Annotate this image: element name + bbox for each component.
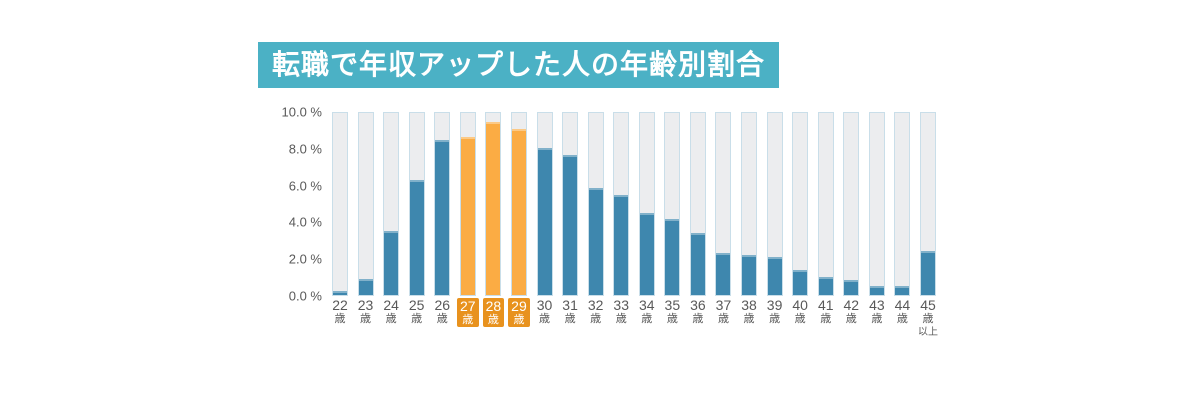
x-tick-label: 25 歳 [408, 297, 425, 326]
x-tick-label-highlighted: 29 歳 [497, 298, 541, 328]
bar-fill [742, 254, 757, 295]
bar-fill [767, 256, 782, 295]
y-tick-label: 0.0 % [288, 288, 322, 304]
bar-fill [537, 147, 552, 295]
bar-track [766, 112, 783, 296]
bar-track [408, 112, 425, 296]
bar-track [459, 112, 476, 296]
bar-fill [409, 180, 424, 295]
bar-fill [793, 269, 808, 295]
x-tick-label: 33 歳 [613, 297, 629, 326]
bar-track [383, 112, 400, 296]
chart-title-banner: 転職で年収アップした人の年齢別割合 [258, 42, 780, 88]
bar-fill [895, 285, 910, 295]
bar-track [715, 112, 732, 296]
bar-fill [921, 251, 935, 295]
x-tick-label: 24 歳 [383, 297, 399, 326]
bar-track [357, 112, 374, 296]
y-tick-label: 10.0 % [281, 104, 322, 120]
x-tick-label: 39 歳 [766, 297, 783, 326]
bar-fill [844, 280, 859, 295]
bar-track [792, 112, 809, 296]
bar-fill-highlighted [486, 122, 501, 295]
bar-track [664, 112, 681, 296]
bar-fill [358, 278, 373, 295]
y-tick-label: 4.0 % [288, 214, 322, 230]
x-axis: 22 歳 23 歳 24 歳 25 歳 26 歳 27 歳 28 歳 29 歳 30 歳 31 歳 32 歳 33 歳 34 歳 3… [332, 297, 938, 358]
bar-track [817, 112, 834, 296]
bar-track [920, 112, 936, 296]
bar-track [689, 112, 706, 296]
x-tick-label: 45 歳以上 [906, 298, 950, 339]
x-tick-label: 36 歳 [690, 297, 706, 326]
bar-track [613, 112, 630, 296]
bar-plot-area [332, 112, 936, 296]
bar-fill [435, 140, 450, 295]
bar-track [868, 112, 885, 296]
bar-fill [818, 276, 833, 295]
bar-fill-highlighted [460, 136, 475, 295]
x-tick-label: 37 歳 [715, 297, 732, 326]
bar-track [741, 112, 758, 296]
bar-fill [384, 231, 399, 295]
x-tick-label: 31 歳 [562, 297, 578, 326]
bar-track [510, 112, 527, 296]
bar-fill [588, 187, 603, 295]
x-tick-label: 43 歳 [869, 297, 885, 326]
bar-track [894, 112, 911, 296]
bar-fill [563, 154, 578, 295]
bar-track [843, 112, 860, 296]
x-tick-label: 44 歳 [894, 297, 911, 326]
x-tick-label: 34 歳 [638, 297, 655, 326]
bar-track [536, 112, 553, 296]
x-tick-label: 23 歳 [357, 297, 374, 326]
x-tick-label: 40 歳 [792, 297, 808, 326]
y-tick-label: 6.0 % [288, 178, 322, 194]
x-tick-label: 41 歳 [817, 297, 834, 326]
x-tick-label: 26 歳 [434, 297, 451, 326]
bar-track [562, 112, 579, 296]
bar-fill [614, 194, 629, 295]
y-axis: 10.0 % 8.0 % 6.0 % 4.0 % 2.0 % 0.0 % [250, 105, 322, 304]
bar-fill-highlighted [511, 129, 526, 295]
x-tick-label-highlighted: 28 歳 [471, 298, 515, 328]
bar-fill [716, 253, 731, 295]
y-tick-label: 8.0 % [288, 141, 322, 157]
bar-track [434, 112, 451, 296]
bar-fill [665, 218, 680, 295]
x-tick-label-highlighted: 27 歳 [446, 298, 490, 328]
y-tick-label: 2.0 % [288, 251, 322, 267]
bar-track [587, 112, 604, 296]
x-tick-label: 30 歳 [536, 297, 553, 326]
bar-fill [869, 285, 884, 295]
x-tick-label: 38 歳 [741, 297, 757, 326]
bar-fill [639, 213, 654, 295]
bar-track [638, 112, 655, 296]
bar-track [332, 112, 348, 296]
bar-fill [333, 291, 347, 295]
x-tick-label-extra: 以上 [918, 327, 938, 338]
x-tick-label: 22 歳 [332, 297, 348, 326]
x-tick-label: 35 歳 [664, 297, 681, 326]
bar-fill [690, 233, 705, 295]
bar-track [485, 112, 502, 296]
x-tick-label: 42 歳 [843, 297, 860, 326]
x-tick-label: 32 歳 [587, 297, 604, 326]
